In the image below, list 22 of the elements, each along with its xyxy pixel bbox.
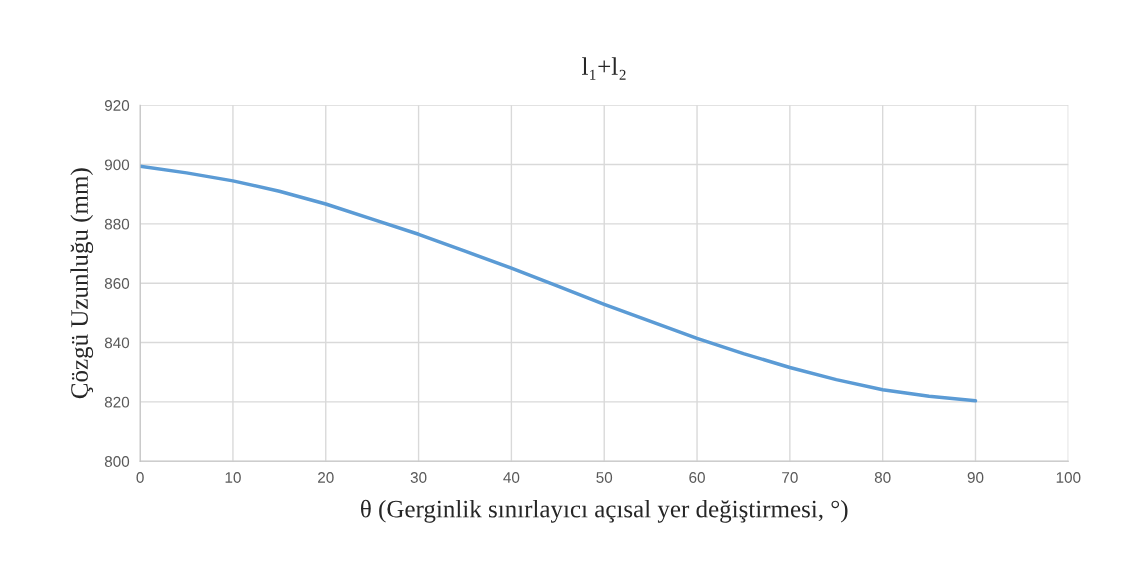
x-tick-label: 0: [136, 472, 144, 483]
y-tick-label: 900: [104, 159, 130, 171]
x-tick-label: 50: [596, 472, 613, 483]
y-axis-title: Çözgü Uzunluğu (mm): [70, 168, 94, 399]
y-tick-label: 800: [104, 456, 130, 467]
x-axis-title: θ (Gerginlik sınırlayıcı açısal yer değiştirmesi, °): [361, 499, 848, 523]
x-tick-label: 10: [225, 472, 241, 483]
y-tick-label: 840: [104, 337, 130, 349]
x-tick-label: 30: [410, 472, 427, 483]
y-tick-label: 820: [104, 396, 130, 408]
chart-title: l₁+l₂: [582, 57, 626, 80]
line-series: [140, 164, 978, 403]
x-tick-label: 20: [318, 472, 334, 483]
x-tick-label: 90: [967, 472, 984, 483]
x-tick-label: 80: [874, 472, 891, 483]
x-tick-label: 40: [503, 472, 520, 483]
y-tick-label: 920: [104, 100, 130, 111]
x-tick-label: 100: [1056, 472, 1081, 483]
x-tick-label: 60: [689, 472, 705, 483]
y-tick-label: 880: [104, 218, 130, 230]
x-tick-label: 70: [782, 472, 798, 483]
y-tick-label: 860: [104, 278, 130, 289]
